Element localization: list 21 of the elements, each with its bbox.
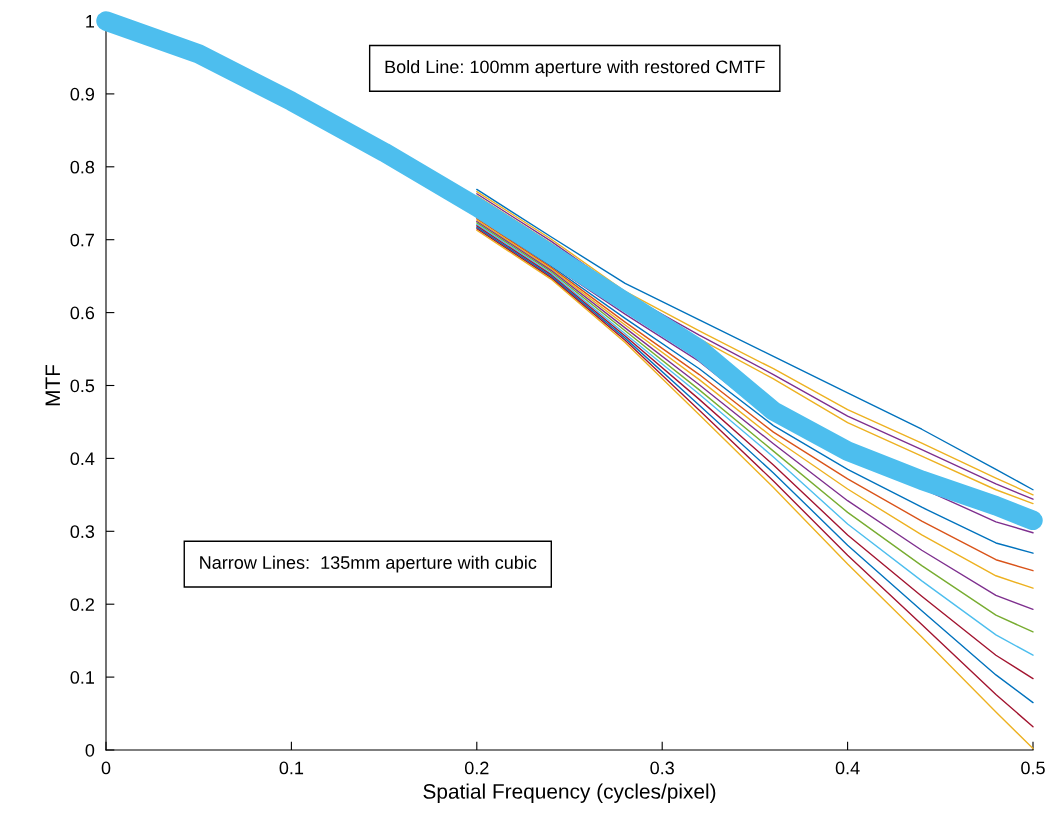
y-axis-title: MTF xyxy=(45,364,60,406)
y-tick-label: 0.6 xyxy=(70,306,95,320)
y-tick-label: 0.9 xyxy=(70,87,95,101)
x-axis-title: Spatial Frequency (cycles/pixel) xyxy=(423,783,716,803)
y-tick-label: 0.8 xyxy=(70,160,95,174)
x-tick-label: 0.2 xyxy=(464,761,489,775)
y-tick-label: 0.3 xyxy=(70,525,95,539)
y-tick-label: 0.4 xyxy=(70,452,95,466)
x-tick-label: 0.5 xyxy=(1021,761,1045,775)
y-tick-label: 0.2 xyxy=(70,598,94,611)
annotation: Narrow Lines: 135mm aperture with cubic xyxy=(200,555,537,573)
y-tick-label: 0.1 xyxy=(70,671,95,684)
y-tick-label: 0.7 xyxy=(70,233,94,247)
y-tick-label: 1 xyxy=(86,15,95,28)
y-tick-label: 0.5 xyxy=(70,379,95,393)
x-tick-label: 0.4 xyxy=(835,761,860,775)
y-tick-label: 0 xyxy=(85,743,95,757)
annotation: Bold Line: 100mm aperture with restored CMTF xyxy=(385,59,765,77)
x-tick-label: 0.3 xyxy=(650,761,674,775)
x-tick-label: 0 xyxy=(101,761,111,775)
x-tick-label: 0.1 xyxy=(279,761,304,775)
